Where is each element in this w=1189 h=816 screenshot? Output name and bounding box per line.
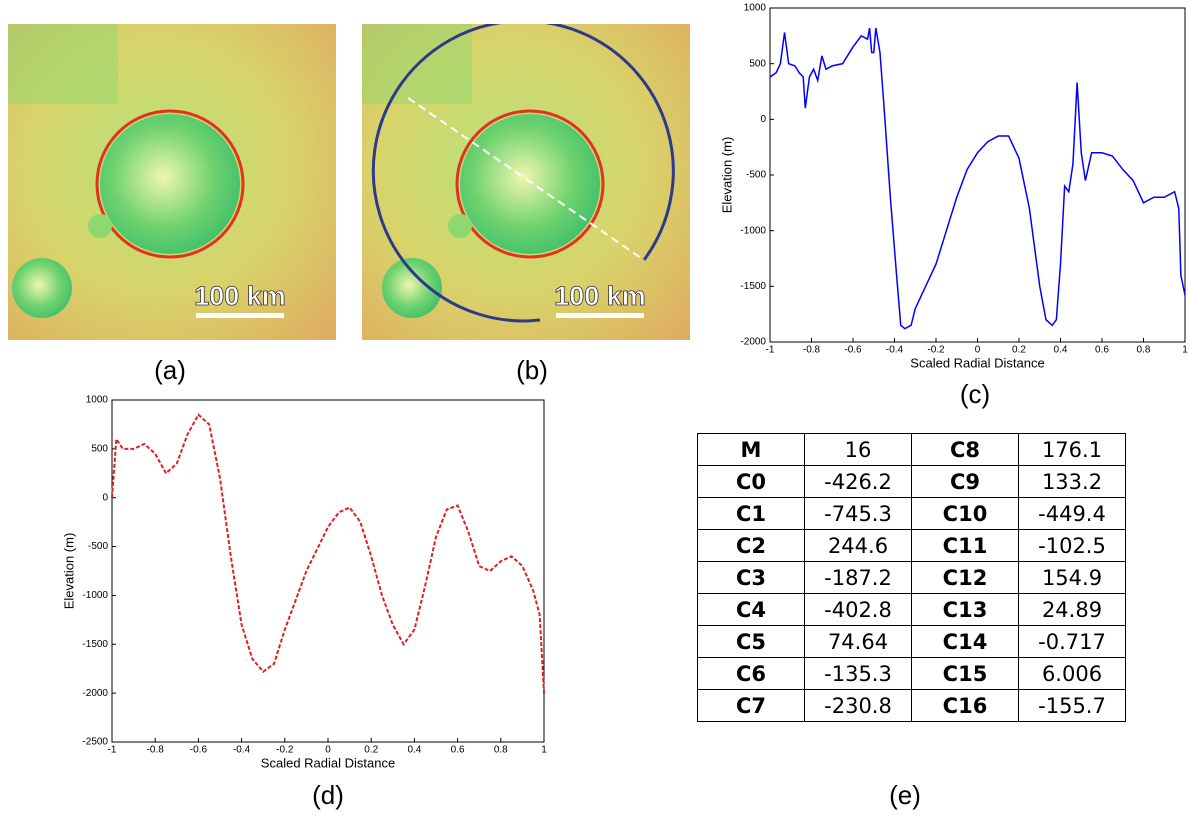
caption: (e) xyxy=(889,780,921,810)
plot-area xyxy=(112,400,544,742)
x-tick-label: 0 xyxy=(975,345,981,356)
coefficient-name: C9 xyxy=(912,466,1019,498)
coefficient-name: C1 xyxy=(698,498,805,530)
coefficient-name: C8 xyxy=(912,434,1019,466)
x-tick-label: 0.8 xyxy=(1137,345,1151,356)
caption: (d) xyxy=(312,780,344,810)
coefficient-value: -426.2 xyxy=(805,466,912,498)
coefficient-name: C3 xyxy=(698,562,805,594)
x-tick-label: -0.4 xyxy=(886,345,904,356)
x-axis-label: Scaled Radial Distance xyxy=(261,755,395,770)
y-tick-label: 500 xyxy=(749,58,766,69)
y-tick-label: -2000 xyxy=(740,337,766,348)
y-tick-label: 1000 xyxy=(86,395,109,406)
coefficient-name: C13 xyxy=(912,594,1019,626)
x-tick-label: 0.4 xyxy=(1054,345,1068,356)
x-tick-label: -0.8 xyxy=(803,345,821,356)
plot-area xyxy=(770,8,1185,342)
coefficient-name: C10 xyxy=(912,498,1019,530)
coefficient-name: C6 xyxy=(698,658,805,690)
coefficient-value: -449.4 xyxy=(1019,498,1126,530)
caption: (b) xyxy=(516,355,548,385)
x-tick-label: -0.8 xyxy=(147,745,165,756)
coefficient-value: -102.5 xyxy=(1019,530,1126,562)
coefficient-value: 16 xyxy=(805,434,912,466)
x-tick-label: 0.6 xyxy=(1095,345,1109,356)
x-tick-label: 1 xyxy=(541,745,547,756)
x-tick-label: 0.4 xyxy=(407,745,421,756)
y-tick-label: -500 xyxy=(746,170,766,181)
page: 100 km 100 km (a) (b) (c) (d) (e) -1 -0.8… xyxy=(0,0,1189,816)
coefficient-name: C16 xyxy=(912,690,1019,722)
coefficient-name: C4 xyxy=(698,594,805,626)
x-tick-label: 1 xyxy=(1182,345,1188,356)
coefficient-value: 24.89 xyxy=(1019,594,1126,626)
coefficient-name: C14 xyxy=(912,626,1019,658)
y-tick-label: -500 xyxy=(88,541,108,552)
coefficient-value: 6.006 xyxy=(1019,658,1126,690)
coefficient-value: 154.9 xyxy=(1019,562,1126,594)
x-tick-label: -0.6 xyxy=(844,345,862,356)
y-axis-label: Elevation (m) xyxy=(61,533,76,610)
caption: (c) xyxy=(960,379,990,409)
y-tick-label: 0 xyxy=(760,114,766,125)
y-axis-label: Elevation (m) xyxy=(719,137,734,214)
coefficient-name: C11 xyxy=(912,530,1019,562)
coefficient-name: C2 xyxy=(698,530,805,562)
table-row: C2244.6C11-102.5 xyxy=(698,530,1126,562)
map-a: 100 km xyxy=(8,24,336,340)
y-tick-label: 500 xyxy=(91,443,108,454)
coefficient-value: -745.3 xyxy=(805,498,912,530)
coefficient-name: C15 xyxy=(912,658,1019,690)
coefficient-name: C12 xyxy=(912,562,1019,594)
coefficient-value: 74.64 xyxy=(805,626,912,658)
x-tick-label: 0.8 xyxy=(494,745,508,756)
coefficient-value: 176.1 xyxy=(1019,434,1126,466)
coefficient-value: -187.2 xyxy=(805,562,912,594)
coefficient-value: -402.8 xyxy=(805,594,912,626)
x-tick-label: 0.2 xyxy=(364,745,378,756)
x-tick-label: 0 xyxy=(325,745,331,756)
x-tick-label: -1 xyxy=(108,745,117,756)
scale-label: 100 km xyxy=(194,281,286,311)
x-tick-label: 0.2 xyxy=(1012,345,1026,356)
y-tick-label: -1500 xyxy=(82,639,108,650)
x-tick-label: -0.6 xyxy=(190,745,208,756)
y-tick-label: -2000 xyxy=(82,688,108,699)
coefficient-name: M xyxy=(698,434,805,466)
scale-label: 100 km xyxy=(554,281,646,311)
x-axis-label: Scaled Radial Distance xyxy=(910,355,1044,370)
map-b: 100 km xyxy=(362,21,690,340)
y-tick-label: 0 xyxy=(102,492,108,503)
y-tick-label: -2500 xyxy=(82,737,108,748)
x-tick-label: -0.2 xyxy=(276,745,294,756)
y-tick-label: 1000 xyxy=(744,3,767,14)
x-tick-label: 0.6 xyxy=(451,745,465,756)
x-tick-label: -0.2 xyxy=(927,345,945,356)
y-tick-label: -1500 xyxy=(740,281,766,292)
y-tick-label: -1000 xyxy=(82,590,108,601)
coefficient-value: -0.717 xyxy=(1019,626,1126,658)
coefficient-name: C0 xyxy=(698,466,805,498)
coefficient-value: 244.6 xyxy=(805,530,912,562)
coefficient-value: -155.7 xyxy=(1019,690,1126,722)
x-tick-label: -0.4 xyxy=(233,745,251,756)
coefficient-name: C5 xyxy=(698,626,805,658)
coefficient-value: 133.2 xyxy=(1019,466,1126,498)
coefficient-value: -230.8 xyxy=(805,690,912,722)
coefficient-value: -135.3 xyxy=(805,658,912,690)
coefficient-name: C7 xyxy=(698,690,805,722)
x-tick-label: -1 xyxy=(766,345,775,356)
y-tick-label: -1000 xyxy=(740,225,766,236)
caption: (a) xyxy=(154,355,186,385)
